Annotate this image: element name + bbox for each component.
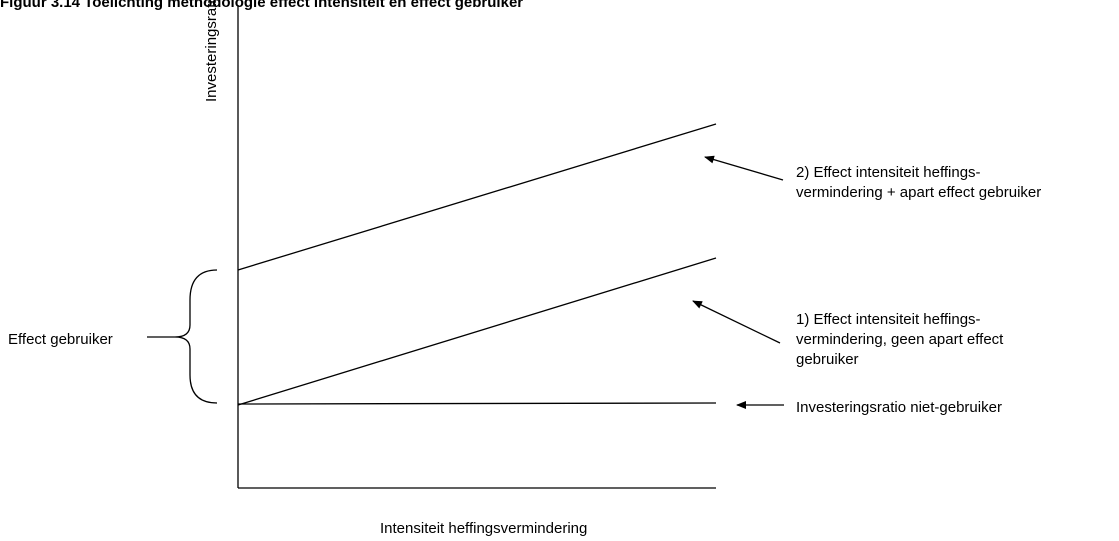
line-1-no-user-effect [237,257,717,406]
annotation-line-1-text-1: 1) Effect intensiteit heffings- [796,311,981,328]
annotation-line-1: 1) Effect intensiteit heffings- verminde… [796,310,1003,370]
effect-gebruiker-bracket [174,269,218,404]
annotation-line-2: 2) Effect intensiteit heffings- verminde… [796,163,1041,203]
x-axis-label: Intensiteit heffingsvermindering [380,520,588,537]
figure-title: Figuur 3.14 Toelichting methodologie eff… [0,0,524,11]
annotation-line-2-text-1: 2) Effect intensiteit heffings- [796,164,981,181]
annotation-line-2-text-2: vermindering + apart effect gebruiker [796,184,1042,201]
line-2-with-user-effect [237,123,717,271]
baseline-non-user [237,402,717,405]
arrow-line-2 [704,155,784,181]
arrow-line-1 [692,300,781,344]
annotation-line-1-text-2: vermindering, geen apart effect [796,331,1004,348]
annotation-baseline-text-1: Investeringsratio niet-gebruiker [796,399,1002,416]
effect-gebruiker-label: Effect gebruiker [8,331,113,348]
annotation-baseline: Investeringsratio niet-gebruiker [796,398,1002,418]
y-axis-label: Investeringsratio [203,0,220,102]
annotation-line-1-text-3: gebruiker [796,351,859,368]
